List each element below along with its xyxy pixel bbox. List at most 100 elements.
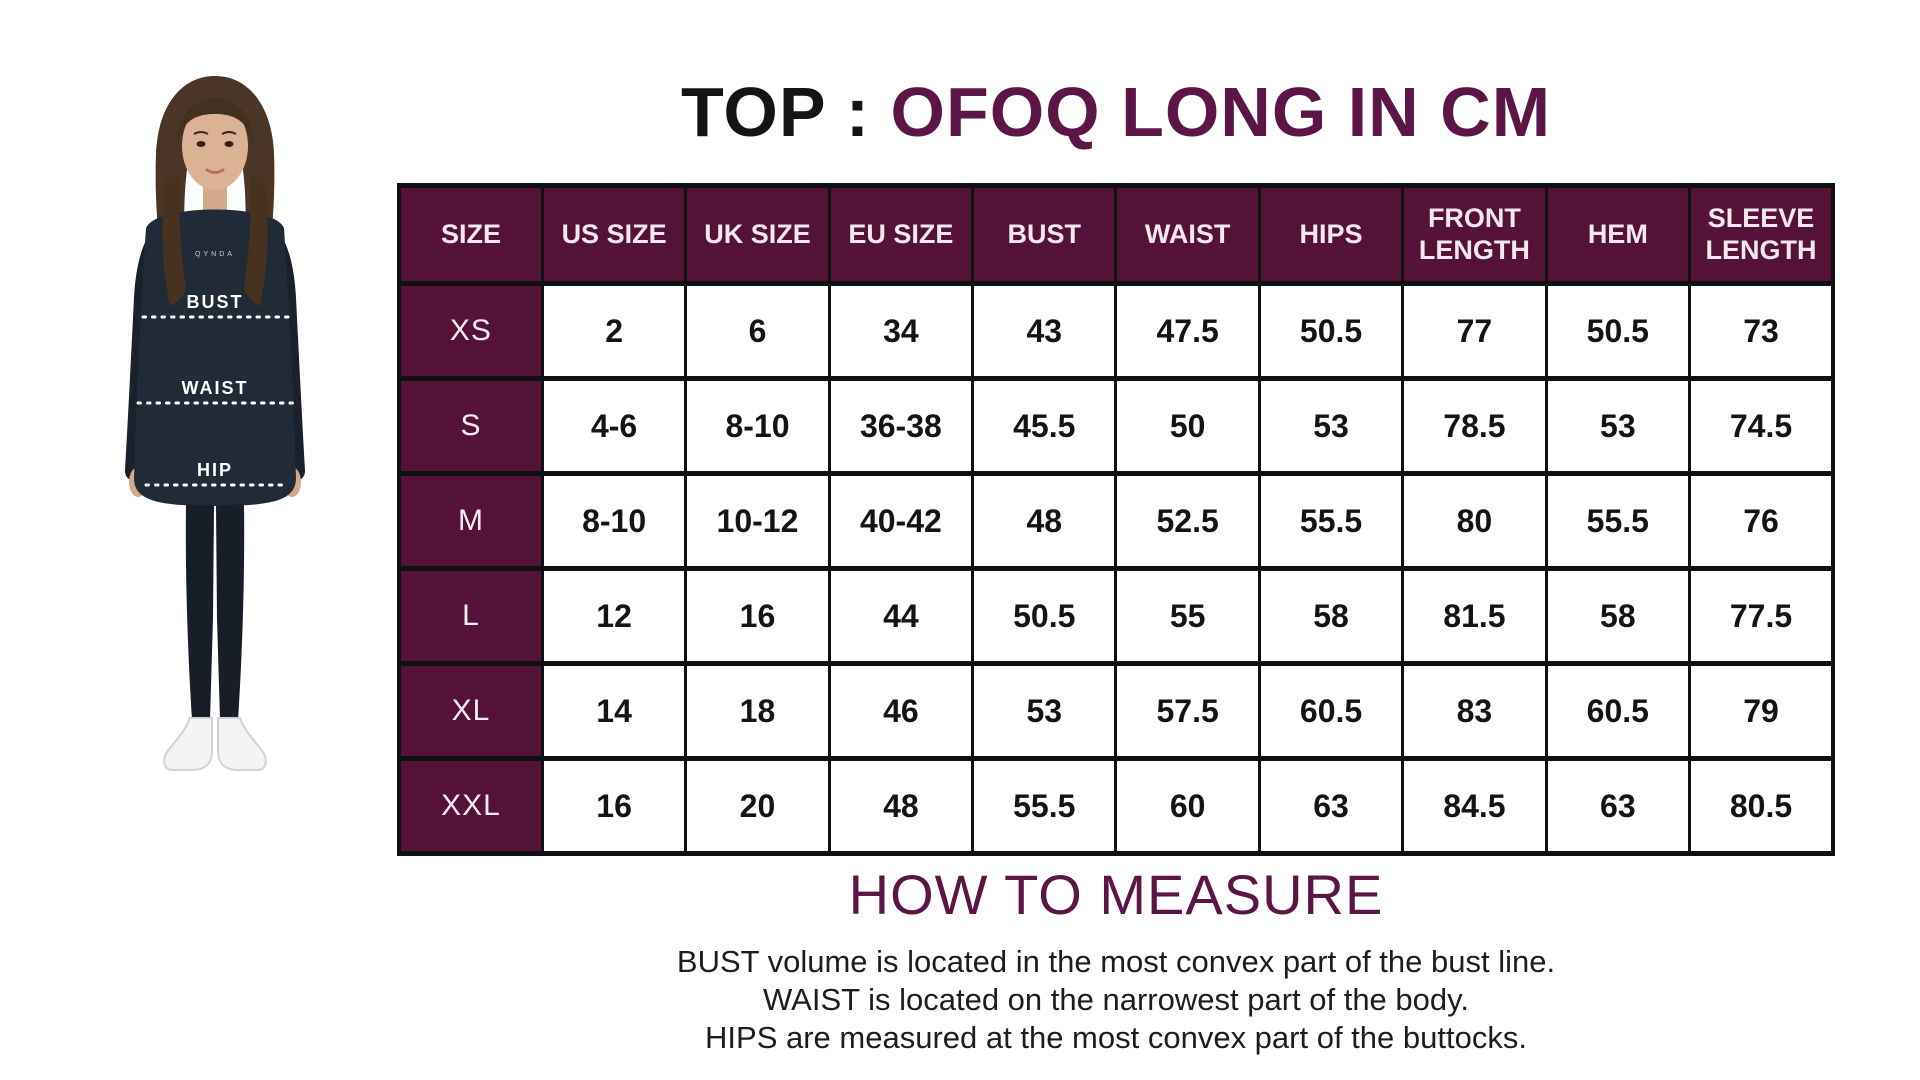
title-prefix: TOP : <box>680 73 871 151</box>
left-sneaker <box>163 717 213 771</box>
table-cell: 43 <box>971 281 1118 381</box>
column-header-waist: WAIST <box>1114 183 1261 286</box>
column-header-front-length: FRONT LENGTH <box>1401 183 1548 286</box>
measure-instruction-waist: WAIST is located on the narrowest part o… <box>763 982 1469 1017</box>
table-cell: 50.5 <box>1257 281 1405 381</box>
table-row-xxl: XXL 16 20 48 55.5 60 63 84.5 63 80.5 <box>397 756 1835 856</box>
table-cell: 34 <box>827 281 975 381</box>
column-header-uk-size: UK SIZE <box>684 183 831 286</box>
waist-label: WAIST <box>182 378 249 398</box>
table-cell: 55.5 <box>1544 471 1692 571</box>
table-cell: 80.5 <box>1688 756 1835 856</box>
right-sneaker <box>217 717 267 771</box>
table-cell: 50 <box>1114 376 1261 476</box>
table-cell: 74.5 <box>1688 376 1835 476</box>
column-header-eu-size: EU SIZE <box>827 183 975 286</box>
how-to-measure-section: HOW TO MEASURE BUST volume is located in… <box>397 862 1835 1057</box>
measure-instruction-hips: HIPS are measured at the most convex par… <box>705 1020 1527 1055</box>
page-title: TOP : OFOQ LONG IN CM <box>397 72 1835 152</box>
table-cell: 18 <box>684 661 831 761</box>
hair-fringe <box>176 98 254 148</box>
leggings-right <box>216 504 245 720</box>
column-header-size: SIZE <box>397 183 544 286</box>
table-cell: 60.5 <box>1257 661 1405 761</box>
table-cell: 63 <box>1544 756 1692 856</box>
table-cell: 36-38 <box>827 376 975 476</box>
table-cell: 60 <box>1114 756 1261 856</box>
table-cell: 14 <box>540 661 688 761</box>
size-label-cell: M <box>397 471 544 571</box>
table-cell: 47.5 <box>1114 281 1261 381</box>
size-label-cell: S <box>397 376 544 476</box>
shirt-logo: QYNDA <box>195 251 235 258</box>
column-header-bust: BUST <box>971 183 1118 286</box>
table-cell: 55.5 <box>1257 471 1405 571</box>
table-cell: 80 <box>1401 471 1548 571</box>
table-cell: 55.5 <box>971 756 1118 856</box>
table-cell: 63 <box>1257 756 1405 856</box>
table-cell: 53 <box>1544 376 1692 476</box>
lips <box>205 168 225 174</box>
size-label-cell: XL <box>397 661 544 761</box>
table-cell: 6 <box>684 281 831 381</box>
table-cell: 53 <box>971 661 1118 761</box>
table-cell: 58 <box>1257 566 1405 666</box>
right-eye <box>224 141 234 147</box>
table-cell: 52.5 <box>1114 471 1261 571</box>
table-cell: 10-12 <box>684 471 831 571</box>
model-photo: QYNDA BUST WAIST HIP <box>88 58 370 806</box>
table-cell: 55 <box>1114 566 1261 666</box>
table-cell: 40-42 <box>827 471 975 571</box>
measure-instruction-bust: BUST volume is located in the most conve… <box>676 944 1556 979</box>
hip-label: HIP <box>197 460 233 480</box>
table-row-m: M 8-10 10-12 40-42 48 52.5 55.5 80 55.5 … <box>397 471 1835 571</box>
left-brow <box>193 131 209 135</box>
right-brow <box>221 131 237 135</box>
table-cell: 58 <box>1544 566 1692 666</box>
column-header-us-size: US SIZE <box>540 183 688 286</box>
table-row-l: L 12 16 44 50.5 55 58 81.5 58 77.5 <box>397 566 1835 666</box>
table-cell: 48 <box>971 471 1118 571</box>
table-row-xl: XL 14 18 46 53 57.5 60.5 83 60.5 79 <box>397 661 1835 761</box>
table-row-s: S 4-6 8-10 36-38 45.5 50 53 78.5 53 74.5 <box>397 376 1835 476</box>
table-row-xs: XS 2 6 34 43 47.5 50.5 77 50.5 73 <box>397 281 1835 381</box>
size-table: SIZE US SIZE UK SIZE EU SIZE BUST WAIST … <box>397 183 1835 856</box>
table-cell: 83 <box>1401 661 1548 761</box>
table-cell: 16 <box>540 756 688 856</box>
hair-strand-left <box>162 176 186 306</box>
table-cell: 16 <box>684 566 831 666</box>
table-cell: 50.5 <box>1544 281 1692 381</box>
table-cell: 84.5 <box>1401 756 1548 856</box>
table-cell: 45.5 <box>971 376 1118 476</box>
column-header-sleeve-length: SLEEVE LENGTH <box>1688 183 1835 286</box>
table-cell: 57.5 <box>1114 661 1261 761</box>
header-row: SIZE US SIZE UK SIZE EU SIZE BUST WAIST … <box>397 183 1835 286</box>
face <box>182 102 248 190</box>
table-cell: 53 <box>1257 376 1405 476</box>
table-cell: 4-6 <box>540 376 688 476</box>
table-cell: 78.5 <box>1401 376 1548 476</box>
person-figure: QYNDA BUST WAIST HIP <box>124 76 306 771</box>
table-cell: 8-10 <box>684 376 831 476</box>
table-cell: 12 <box>540 566 688 666</box>
column-header-hips: HIPS <box>1257 183 1405 286</box>
table-cell: 20 <box>684 756 831 856</box>
column-header-hem: HEM <box>1544 183 1692 286</box>
table-cell: 2 <box>540 281 688 381</box>
size-label-cell: XS <box>397 281 544 381</box>
table-cell: 46 <box>827 661 975 761</box>
table-cell: 73 <box>1688 281 1835 381</box>
table-cell: 77 <box>1401 281 1548 381</box>
table-cell: 79 <box>1688 661 1835 761</box>
table-cell: 48 <box>827 756 975 856</box>
leggings-left <box>185 504 214 720</box>
title-highlight: OFOQ LONG IN CM <box>890 73 1552 151</box>
table-cell: 77.5 <box>1688 566 1835 666</box>
table-cell: 76 <box>1688 471 1835 571</box>
bust-label: BUST <box>187 292 244 312</box>
table-cell: 81.5 <box>1401 566 1548 666</box>
size-label-cell: XXL <box>397 756 544 856</box>
how-to-measure-heading: HOW TO MEASURE <box>848 863 1384 926</box>
table-cell: 60.5 <box>1544 661 1692 761</box>
size-label-cell: L <box>397 566 544 666</box>
